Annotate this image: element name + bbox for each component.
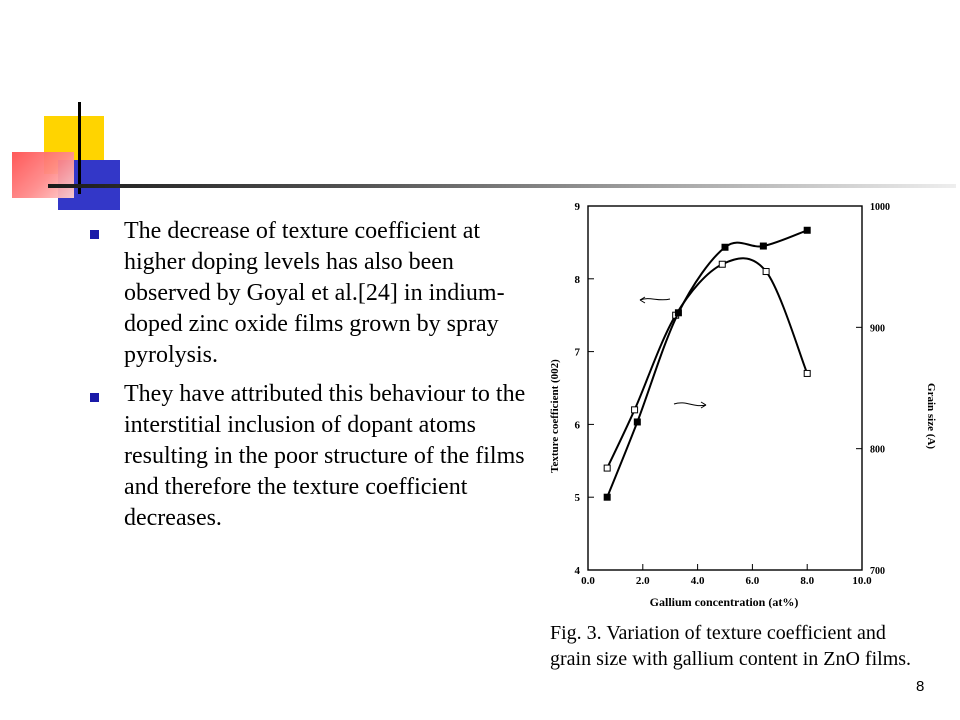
series-line-1 — [606, 257, 809, 469]
data-point-marker — [631, 406, 639, 414]
y-tick-label: 8 — [575, 274, 581, 286]
data-point-marker — [718, 260, 726, 268]
plot-frame — [587, 205, 863, 571]
y2-tick-label: 700 — [870, 566, 885, 577]
bullet-item: They have attributed this behaviour to t… — [88, 379, 528, 534]
decor-vertical-line — [78, 102, 81, 194]
bullet-text: The decrease of texture coefficient at h… — [124, 218, 505, 368]
x-tick-label: 6.0 — [746, 575, 760, 587]
page-number: 8 — [916, 678, 925, 695]
data-point-marker — [803, 369, 811, 377]
y2-tick-label: 800 — [870, 445, 885, 456]
data-point-marker — [762, 268, 770, 276]
title-divider-line — [48, 184, 956, 188]
data-point-marker — [759, 242, 767, 250]
x-tick-label: 2.0 — [636, 575, 650, 587]
y-axis-label: Texture coefficient (002) — [549, 359, 561, 473]
y-tick-label: 9 — [575, 201, 581, 213]
y2-tick-label: 900 — [870, 323, 885, 334]
square-bullet-icon — [90, 230, 99, 239]
texture-grain-chart: 0.0 2.0 4.0 6.0 8.0 10.0 4 5 6 7 8 9 700 800 900 1000 T… — [549, 201, 937, 609]
data-point-marker — [603, 493, 611, 501]
bullet-text: They have attributed this behaviour to t… — [124, 381, 526, 531]
right-axis-arrow — [673, 402, 707, 407]
x-tick-label: 0.0 — [581, 575, 595, 587]
decor-red-square — [12, 152, 74, 198]
y-tick-label: 7 — [575, 347, 581, 359]
data-point-marker — [721, 243, 729, 251]
y-tick-label: 5 — [575, 492, 581, 504]
x-tick-label: 10.0 — [852, 575, 872, 587]
y-tick-label: 6 — [575, 419, 581, 431]
square-bullet-icon — [90, 393, 99, 402]
data-point-marker — [603, 464, 611, 472]
bullet-list: The decrease of texture coefficient at h… — [88, 216, 528, 542]
data-point-marker — [803, 226, 811, 234]
y2-axis-label: Grain size (A) — [925, 383, 937, 449]
figure-caption: Fig. 3. Variation of texture coefficient… — [550, 622, 912, 670]
left-axis-arrow — [639, 298, 671, 301]
series-line-2 — [606, 229, 808, 498]
y2-tick-label: 1000 — [870, 202, 890, 213]
arrow-head — [700, 401, 707, 409]
x-tick-label: 4.0 — [691, 575, 705, 587]
y-tick-label: 4 — [575, 565, 581, 577]
data-point-marker — [674, 309, 682, 317]
bullet-item: The decrease of texture coefficient at h… — [88, 216, 528, 371]
x-axis-label: Gallium concentration (at%) — [650, 595, 799, 609]
arrow-head — [639, 296, 646, 304]
x-tick-label: 8.0 — [800, 575, 814, 587]
data-point-marker — [633, 418, 641, 426]
